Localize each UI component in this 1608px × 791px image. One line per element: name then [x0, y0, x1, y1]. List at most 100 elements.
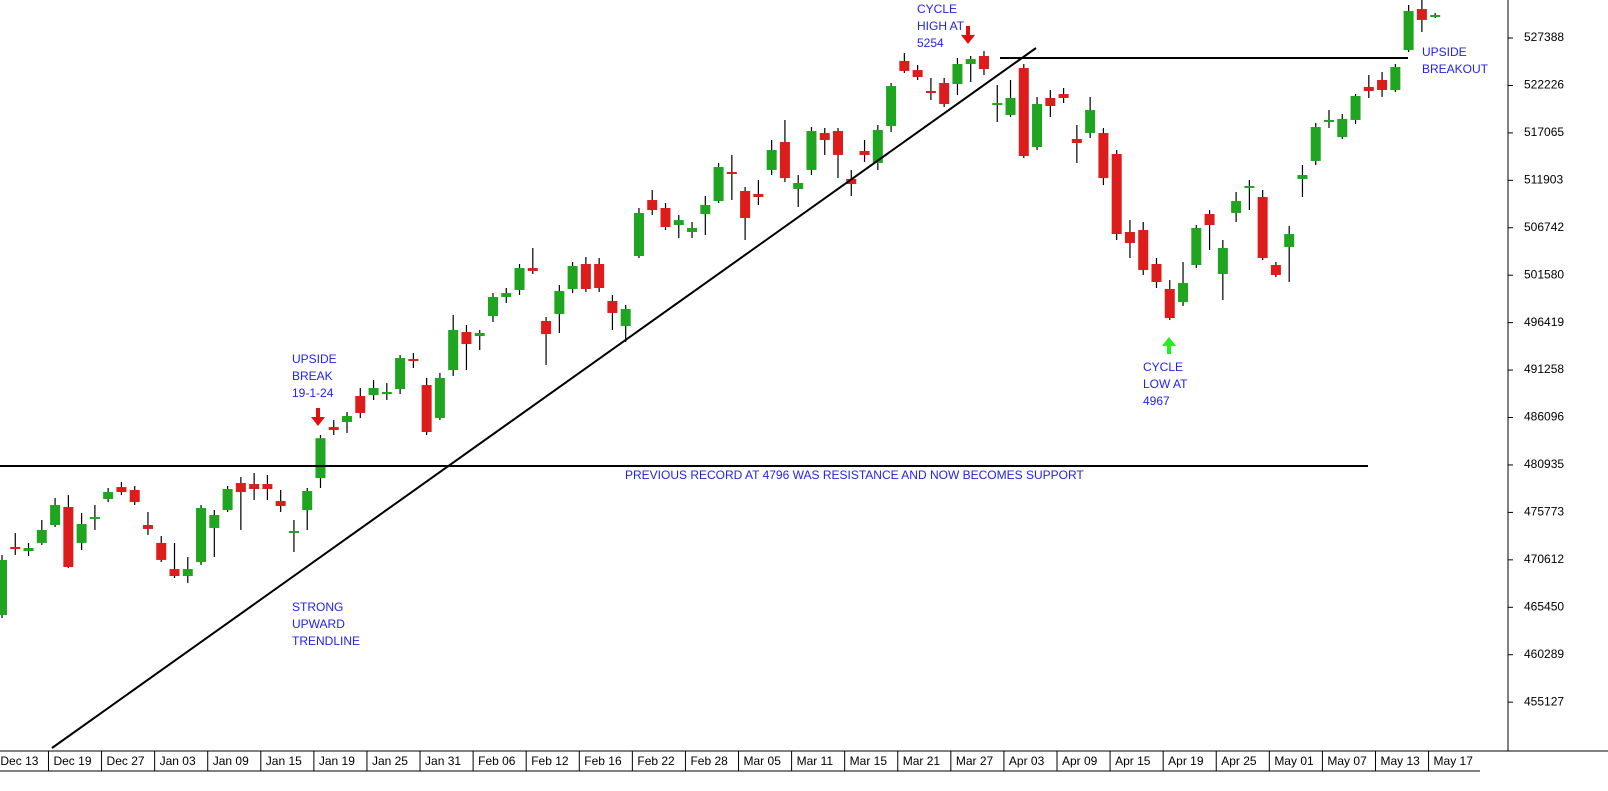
- y-tick-label: 491258: [1524, 362, 1564, 376]
- candle-body: [196, 508, 207, 563]
- candle-body: [169, 569, 180, 577]
- candle-body: [554, 291, 565, 314]
- x-tick-label: Jan 15: [266, 754, 302, 768]
- x-tick-label: Mar 11: [797, 754, 834, 768]
- candle-body: [302, 491, 313, 511]
- candle-body: [965, 59, 976, 64]
- candle-body: [1244, 185, 1255, 188]
- candle-body: [1111, 153, 1122, 235]
- candle-body: [461, 332, 472, 345]
- x-tick-label: Mar 21: [903, 754, 941, 768]
- candle-body: [421, 385, 432, 433]
- candle-body: [514, 268, 525, 291]
- y-tick-label: 486096: [1524, 410, 1564, 424]
- y-tick-label: 480935: [1524, 457, 1564, 471]
- candle-body: [50, 504, 61, 526]
- candle-body: [1032, 103, 1043, 147]
- candle-body: [1337, 118, 1348, 138]
- annotation: UPWARD: [292, 617, 345, 631]
- y-tick-label: 511903: [1524, 172, 1563, 186]
- candle-body: [700, 204, 711, 214]
- candle-body: [103, 492, 114, 500]
- trendline: [51, 47, 1037, 749]
- candle-body: [872, 129, 883, 163]
- x-tick-label: Mar 05: [744, 754, 782, 768]
- x-tick-label: Apr 15: [1115, 754, 1151, 768]
- candle-body: [487, 296, 498, 317]
- x-tick-label: Apr 19: [1168, 754, 1204, 768]
- y-tick-label: 465450: [1524, 599, 1564, 613]
- y-tick-label: 496419: [1524, 315, 1564, 329]
- candle-body: [925, 91, 936, 94]
- candle-body: [1138, 229, 1149, 270]
- x-tick-label: Jan 25: [372, 754, 408, 768]
- candle-body: [315, 438, 326, 479]
- y-tick-label: 522226: [1524, 78, 1564, 92]
- candle-body: [992, 103, 1003, 106]
- candle-body: [1018, 68, 1029, 156]
- candle-body: [222, 488, 233, 511]
- candle-body: [288, 530, 299, 534]
- candle-body: [541, 320, 552, 335]
- annotation: BREAKOUT: [1422, 62, 1489, 76]
- candle-body: [1430, 15, 1441, 18]
- candle-body: [0, 559, 7, 616]
- x-tick-label: Dec 27: [107, 754, 145, 768]
- candle-body: [527, 268, 538, 271]
- candle-body: [1085, 110, 1096, 134]
- x-tick-label: Jan 03: [160, 754, 196, 768]
- candle-body: [1390, 67, 1401, 91]
- plot-area: [0, 0, 1441, 619]
- candle-body: [687, 227, 698, 233]
- candle-body: [1297, 175, 1308, 179]
- candle-body: [819, 133, 830, 141]
- x-tick-label: Feb 16: [584, 754, 622, 768]
- x-tick-label: Jan 31: [425, 754, 461, 768]
- candle-body: [1270, 265, 1281, 276]
- candle-body: [1098, 133, 1109, 179]
- candle-body: [1204, 213, 1215, 226]
- x-tick-label: Mar 27: [956, 754, 994, 768]
- candle-body: [713, 167, 724, 202]
- candle-body: [833, 130, 844, 155]
- candle-body: [766, 150, 777, 170]
- annotation: 5254: [917, 36, 944, 50]
- candle-body: [647, 200, 658, 211]
- candle-body: [607, 301, 618, 313]
- candle-body: [1284, 234, 1295, 247]
- y-tick-label: 475773: [1524, 505, 1564, 519]
- candle-body: [899, 60, 910, 71]
- candle-body: [1363, 86, 1374, 92]
- x-tick-label: Feb 12: [531, 754, 569, 768]
- candle-body: [1416, 9, 1427, 20]
- candle-body: [129, 490, 140, 503]
- candle-body: [1403, 10, 1414, 51]
- candle-body: [978, 55, 989, 70]
- candle-body: [1151, 263, 1162, 283]
- annotation: 4967: [1143, 394, 1170, 408]
- candle-body: [779, 142, 790, 179]
- candle-body: [355, 395, 366, 413]
- candle-body: [1217, 247, 1228, 275]
- candle-body: [36, 529, 47, 543]
- candle-body: [1257, 196, 1268, 259]
- candle-body: [275, 501, 286, 506]
- candle-body: [939, 83, 950, 104]
- candle-body: [1178, 283, 1189, 303]
- arrow-up: [1162, 337, 1176, 354]
- candle-body: [846, 178, 857, 185]
- candle-body: [23, 547, 34, 552]
- candle-body: [235, 483, 246, 493]
- candle-body: [806, 130, 817, 170]
- candle-body: [859, 151, 870, 155]
- x-tick-label: May 07: [1327, 754, 1367, 768]
- annotation: UPSIDE: [1422, 45, 1467, 59]
- x-tick-label: Feb 22: [637, 754, 675, 768]
- candle-body: [328, 427, 339, 430]
- y-tick-label: 501580: [1524, 267, 1564, 281]
- candle-body: [342, 416, 353, 422]
- candle-body: [660, 208, 671, 228]
